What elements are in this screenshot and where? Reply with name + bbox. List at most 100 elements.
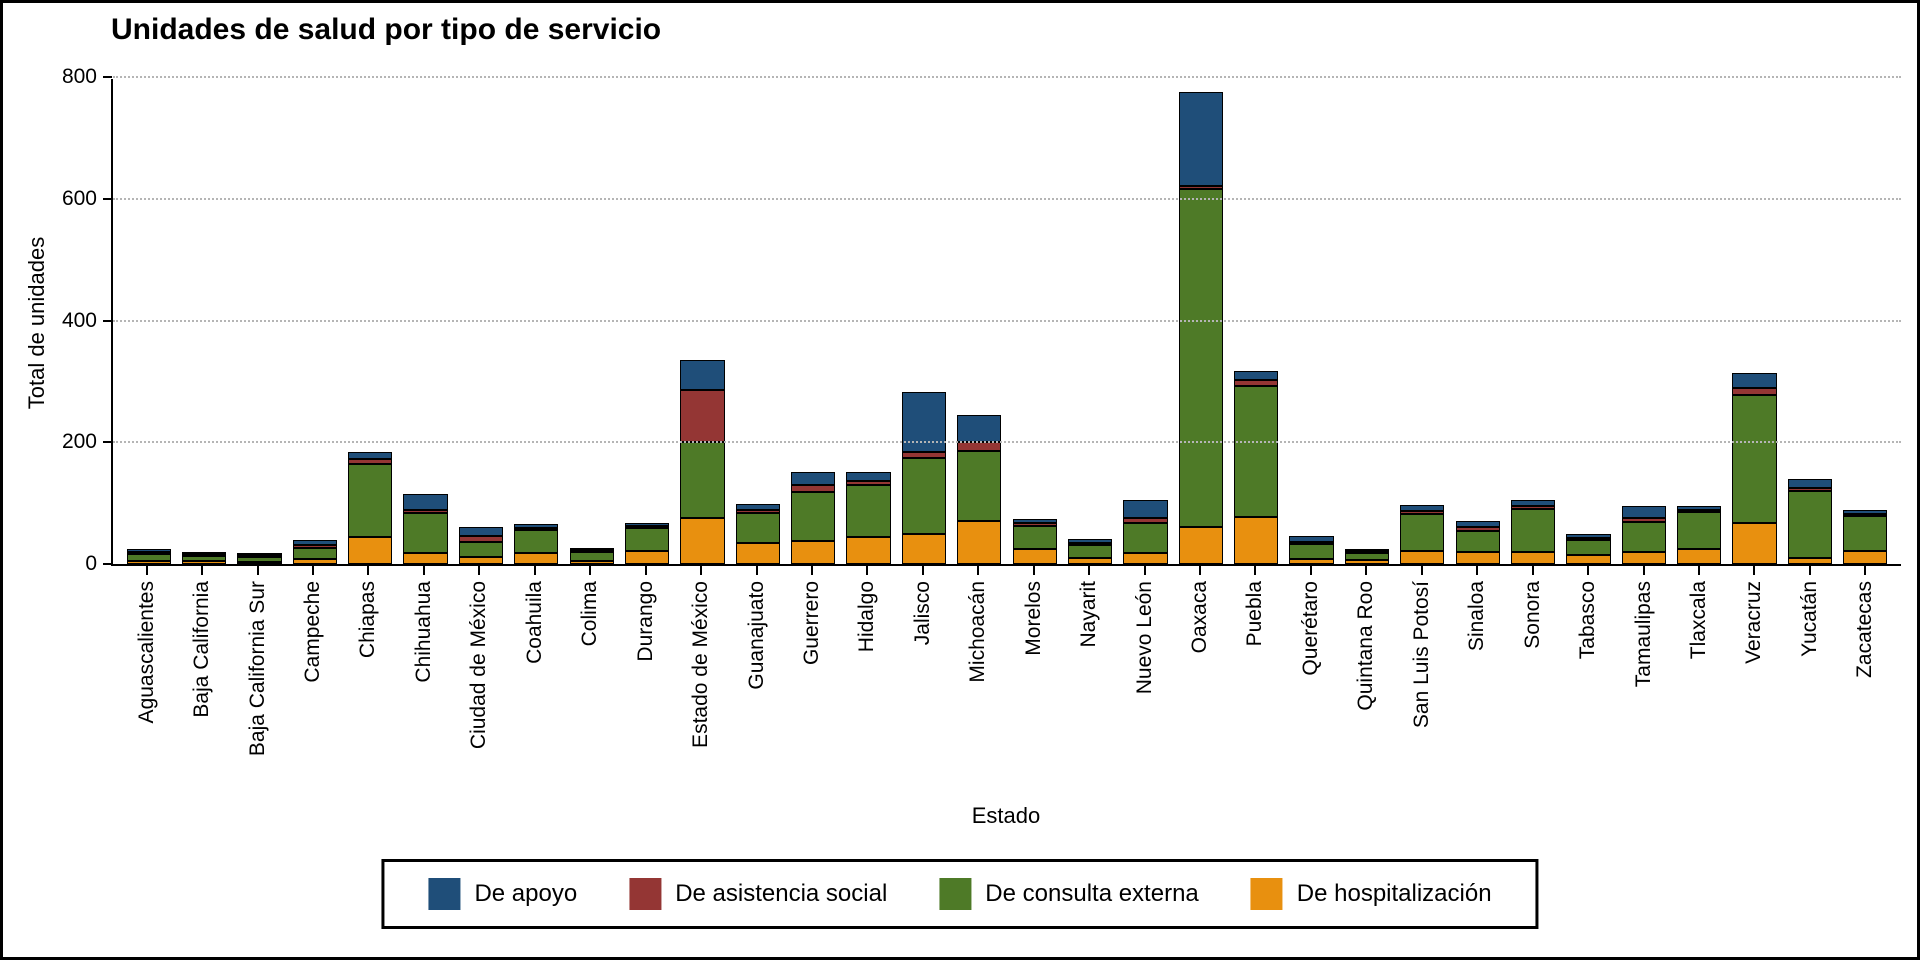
x-tick-label: Sinaloa [1465,581,1489,652]
bar-segment [348,464,393,537]
bar-segment [514,528,559,530]
x-tick-mark [1088,566,1091,575]
bar-slot [1007,79,1062,564]
y-tick-label: 400 [61,308,97,332]
x-label-cell: Yucatán [1782,566,1837,788]
x-tick-label: Tamaulipas [1631,581,1655,688]
x-tick-label: Ciudad de México [467,581,491,750]
x-label-cell: Ciudad de México [452,566,507,788]
x-label-cell: Sinaloa [1450,566,1505,788]
x-tick-label: Quintana Roo [1354,581,1378,711]
bar-slot [952,79,1007,564]
bar-segment [624,523,670,526]
bar-segment [403,510,448,513]
legend-entry: De apoyo [428,878,577,910]
bar-slot [287,79,342,564]
bar-segment [1400,511,1445,514]
x-label-cell: Zacatecas [1838,566,1893,788]
bar-segment [292,548,337,559]
bar-segment [1123,523,1168,553]
x-tick-mark [1254,566,1257,575]
gridline [113,319,1901,322]
x-tick-label: Oaxaca [1188,581,1212,654]
x-tick-label: Guerrero [799,581,823,666]
bar-slot [1450,79,1505,564]
bar [403,494,448,564]
bar-segment [181,552,227,554]
x-tick-mark [1199,566,1202,575]
bar-segment [791,541,836,564]
bar [901,392,947,564]
bar [957,415,1002,564]
bar-segment [680,360,725,390]
legend-label: De consulta externa [985,880,1199,907]
bar-segment [458,542,504,557]
x-tick-mark [367,566,370,575]
bar-segment [1566,538,1611,540]
x-tick-mark [700,566,703,575]
legend: De apoyo De asistencia social De consulta … [381,859,1539,929]
bar-segment [514,524,559,528]
x-tick-mark [533,566,536,575]
x-tick-mark [478,566,481,575]
x-label-cell: Tabasco [1560,566,1615,788]
x-label-cell: Jalisco [895,566,950,788]
x-label-cell: Puebla [1228,566,1283,788]
bar-segment [901,534,947,564]
bar [1344,549,1390,564]
x-tick-label: Veracruz [1742,581,1766,664]
y-tick-label: 800 [61,65,97,88]
x-tick-mark [866,566,869,575]
x-label-cell: Guanajuato [729,566,784,788]
x-tick-label: Jalisco [910,581,934,646]
bar-segment [1843,516,1888,551]
x-tick-label: Durango [633,581,657,662]
x-tick-label: Zacatecas [1853,581,1877,678]
y-tick-mark [103,197,112,200]
bar-segment [1787,488,1833,491]
y-tick-label: 200 [61,430,97,454]
x-tick-mark [145,566,148,575]
bar-slot [1672,79,1727,564]
x-tick-mark [1476,566,1479,575]
bar-slot [675,79,730,564]
x-tick-mark [810,566,813,575]
bar [1732,373,1777,564]
bar-segment [237,562,282,564]
legend-swatch [1250,878,1283,910]
x-tick-label: Tabasco [1576,581,1600,660]
x-label-cell: Veracruz [1727,566,1782,788]
bar-segment [348,459,393,464]
x-axis-title: Estado [971,803,1041,828]
x-tick-label: Yucatán [1797,581,1821,657]
bar-segment [735,510,780,513]
bar-segment [1566,534,1611,538]
bar-segment [624,528,670,551]
bar-segment [846,537,891,564]
bar-segment [735,504,780,510]
bar-segment [1178,92,1223,186]
bar-segment [1566,540,1611,555]
bar-segment [569,548,614,550]
bar-segment [791,485,836,492]
gridline [113,441,1901,444]
bar-segment [1400,514,1445,551]
bar-segment [126,561,171,564]
bar-segment [237,555,282,557]
bar [458,527,504,564]
bar [126,549,171,564]
x-label-cell: Sonora [1505,566,1560,788]
bar-segment [1787,491,1833,558]
y-tick-mark [103,563,112,565]
bar-segment [181,556,227,561]
bar-segment [680,390,725,442]
bar-segment [1067,543,1113,545]
gridline [113,197,1901,200]
x-tick-label: Nuevo León [1132,581,1156,695]
bar-segment [1677,506,1722,510]
x-label-cell: Tamaulipas [1616,566,1671,788]
x-tick-label: Puebla [1243,581,1267,647]
bar-segment [569,552,614,561]
bar [1123,500,1168,564]
